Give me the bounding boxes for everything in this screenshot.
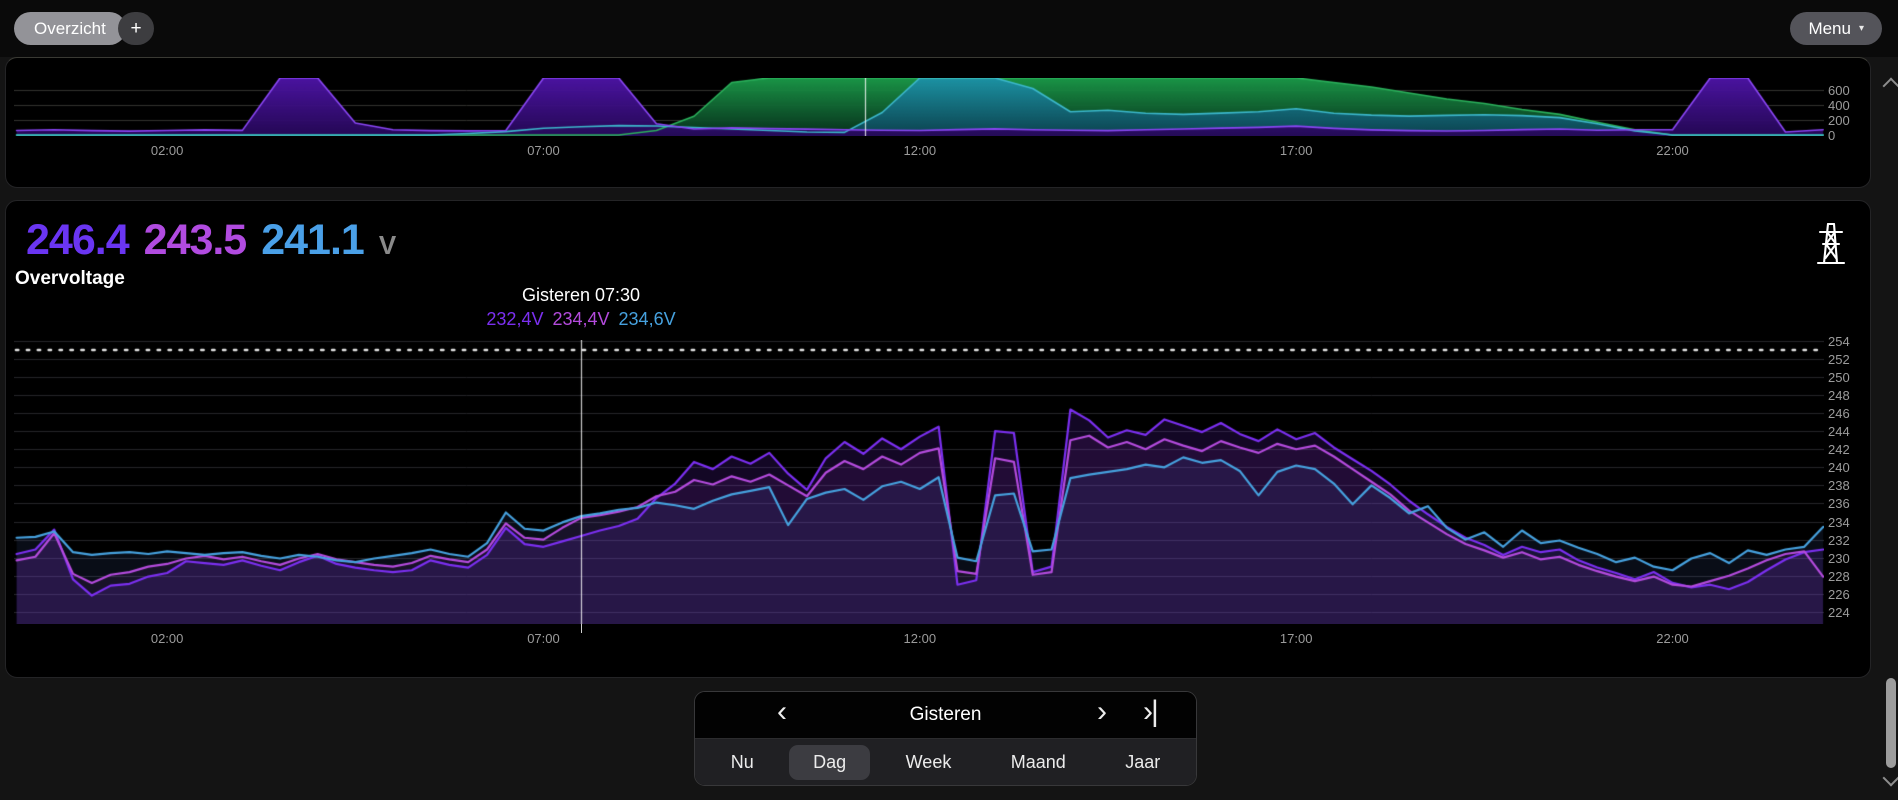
- power-chart-canvas[interactable]: [14, 78, 1824, 136]
- y-axis-tick-label: 252: [1828, 351, 1850, 367]
- y-axis-tick-label: 236: [1828, 496, 1850, 512]
- x-axis-tick-label: 22:00: [1656, 631, 1689, 646]
- y-axis-tick-label: 232: [1828, 532, 1850, 548]
- max-voltage-phase3: 241.1: [261, 216, 365, 264]
- y-axis-tick-label: 228: [1828, 568, 1850, 584]
- tooltip-timestamp: Gisteren 07:30: [521, 285, 641, 305]
- chart-tooltip: Gisteren 07:30 232,4V 234,4V 234,6V: [420, 285, 742, 330]
- menu-button[interactable]: Menu ▾: [1790, 12, 1882, 45]
- current-period-label: Gisteren: [909, 704, 982, 725]
- period-tabs: Nu Dag Week Maand Jaar: [695, 739, 1196, 785]
- x-axis-tick-label: 02:00: [150, 143, 184, 158]
- scrollbar-thumb[interactable]: [1886, 678, 1896, 768]
- period-selector-row: ‹ Gisteren › ›|: [695, 692, 1196, 739]
- period-navigator: ‹ Gisteren › ›| Nu Dag Week Maand Jaar: [694, 691, 1197, 786]
- plus-icon: +: [130, 17, 142, 39]
- cursor-axis-tick: [581, 624, 582, 633]
- y-axis-tick-label: 0: [1828, 128, 1836, 143]
- scroll-down-icon[interactable]: [1882, 769, 1898, 787]
- chart-subtitle: Overvoltage: [15, 268, 125, 289]
- x-axis-tick-label: 17:00: [1279, 631, 1313, 646]
- chevron-down-icon: ▾: [1858, 23, 1864, 34]
- tab-nu[interactable]: Nu: [730, 751, 754, 772]
- y-axis-tick-label: 250: [1828, 370, 1850, 386]
- y-axis-tick-label: 248: [1828, 388, 1850, 404]
- y-axis-tick-label: 400: [1828, 98, 1850, 113]
- top-toolbar: Overzicht + Menu ▾: [0, 0, 1898, 57]
- tab-dag[interactable]: Dag: [789, 744, 871, 780]
- scroll-up-icon[interactable]: [1882, 77, 1898, 95]
- max-voltage-phase1: 246.4: [26, 216, 130, 264]
- menu-button-label: Menu: [1808, 18, 1851, 38]
- y-axis-tick-label: 238: [1828, 478, 1850, 494]
- x-axis-tick-label: 07:00: [527, 631, 560, 646]
- tooltip-value-phase2: 234,4V: [552, 309, 610, 329]
- y-axis-tick-label: 246: [1828, 406, 1850, 422]
- jump-to-latest-button[interactable]: ›|: [1143, 695, 1159, 728]
- tooltip-value-phase3: 234,6V: [618, 309, 676, 329]
- overview-tab-button[interactable]: Overzicht: [14, 12, 126, 45]
- voltage-unit-label: V: [378, 230, 396, 260]
- y-axis-tick-label: 240: [1828, 460, 1850, 476]
- y-axis-tick-label: 226: [1828, 586, 1850, 602]
- electricity-pylon-icon: [1816, 222, 1846, 265]
- y-axis-tick-label: 244: [1828, 424, 1850, 440]
- y-axis-tick-label: 234: [1828, 514, 1850, 530]
- x-axis-tick-label: 17:00: [1279, 143, 1313, 158]
- tab-maand[interactable]: Maand: [1010, 751, 1066, 772]
- x-axis-tick-label: 12:00: [903, 143, 937, 158]
- max-voltage-phase2: 243.5: [143, 216, 248, 264]
- next-period-button[interactable]: ›: [1097, 695, 1107, 728]
- x-axis-tick-label: 22:00: [1656, 143, 1689, 158]
- voltage-chart-canvas[interactable]: [14, 340, 1824, 624]
- x-axis-tick-label: 07:00: [527, 143, 560, 158]
- previous-period-button[interactable]: ‹: [777, 695, 787, 728]
- max-voltage-readout: 246.4 243.5 241.1 V: [26, 216, 396, 265]
- y-axis-tick-label: 224: [1828, 604, 1850, 620]
- tooltip-value-phase1: 232,4V: [486, 309, 544, 329]
- y-axis-tick-label: 600: [1828, 83, 1850, 98]
- x-axis-tick-label: 02:00: [150, 631, 184, 646]
- x-axis-tick-label: 12:00: [903, 631, 937, 646]
- y-axis-tick-label: 254: [1828, 333, 1850, 349]
- add-tab-button[interactable]: +: [118, 12, 154, 45]
- tab-jaar[interactable]: Jaar: [1125, 751, 1161, 772]
- overview-tab-label: Overzicht: [34, 18, 106, 38]
- y-axis-tick-label: 242: [1828, 442, 1850, 458]
- y-axis-tick-label: 200: [1828, 113, 1850, 128]
- y-axis-tick-label: 230: [1828, 550, 1850, 566]
- tab-week[interactable]: Week: [905, 751, 952, 772]
